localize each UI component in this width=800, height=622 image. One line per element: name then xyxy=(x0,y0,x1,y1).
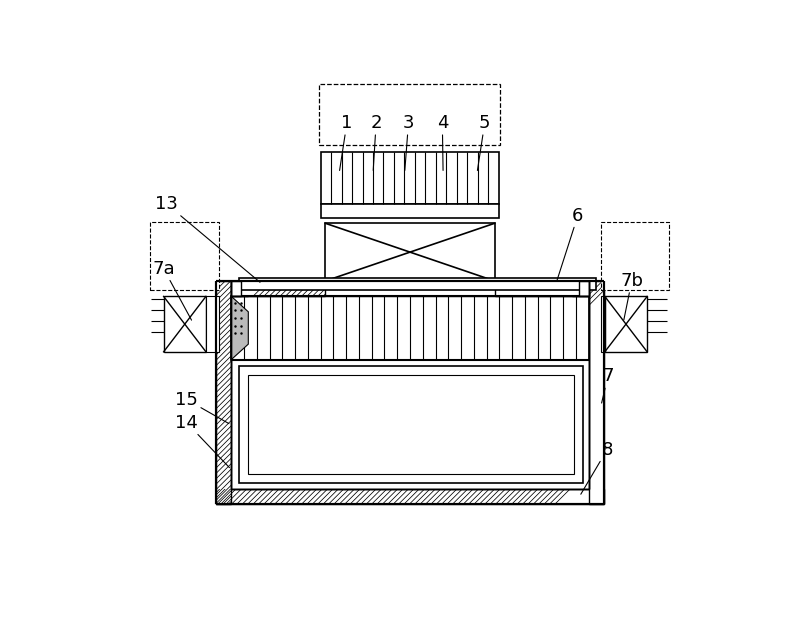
Bar xyxy=(605,297,647,352)
Polygon shape xyxy=(579,281,589,297)
Polygon shape xyxy=(231,297,248,360)
Text: 15: 15 xyxy=(175,391,229,424)
Text: 7a: 7a xyxy=(152,259,191,320)
Polygon shape xyxy=(216,489,604,504)
Bar xyxy=(239,278,596,290)
Polygon shape xyxy=(216,281,231,504)
Bar xyxy=(321,204,498,218)
Text: 5: 5 xyxy=(478,114,490,170)
Bar xyxy=(319,84,500,146)
Bar xyxy=(601,297,605,352)
Text: 14: 14 xyxy=(175,414,230,468)
Text: 2: 2 xyxy=(370,114,382,170)
Text: 1: 1 xyxy=(339,114,353,170)
Text: 13: 13 xyxy=(155,195,260,282)
Text: 4: 4 xyxy=(437,114,448,170)
Bar xyxy=(150,223,219,290)
Text: 8: 8 xyxy=(581,440,613,494)
Polygon shape xyxy=(231,281,326,297)
Bar xyxy=(248,375,574,473)
Polygon shape xyxy=(589,281,604,504)
Bar xyxy=(231,297,589,360)
Bar xyxy=(231,297,589,489)
Text: 3: 3 xyxy=(402,114,414,170)
Bar xyxy=(321,152,498,204)
Bar xyxy=(239,366,583,483)
Bar xyxy=(601,223,669,290)
Bar xyxy=(163,297,206,352)
Polygon shape xyxy=(494,281,589,297)
Polygon shape xyxy=(231,281,241,297)
Text: 7b: 7b xyxy=(620,272,643,320)
Text: 7: 7 xyxy=(602,368,614,403)
Bar xyxy=(206,297,219,352)
Text: 6: 6 xyxy=(557,207,583,280)
Bar xyxy=(326,223,494,281)
